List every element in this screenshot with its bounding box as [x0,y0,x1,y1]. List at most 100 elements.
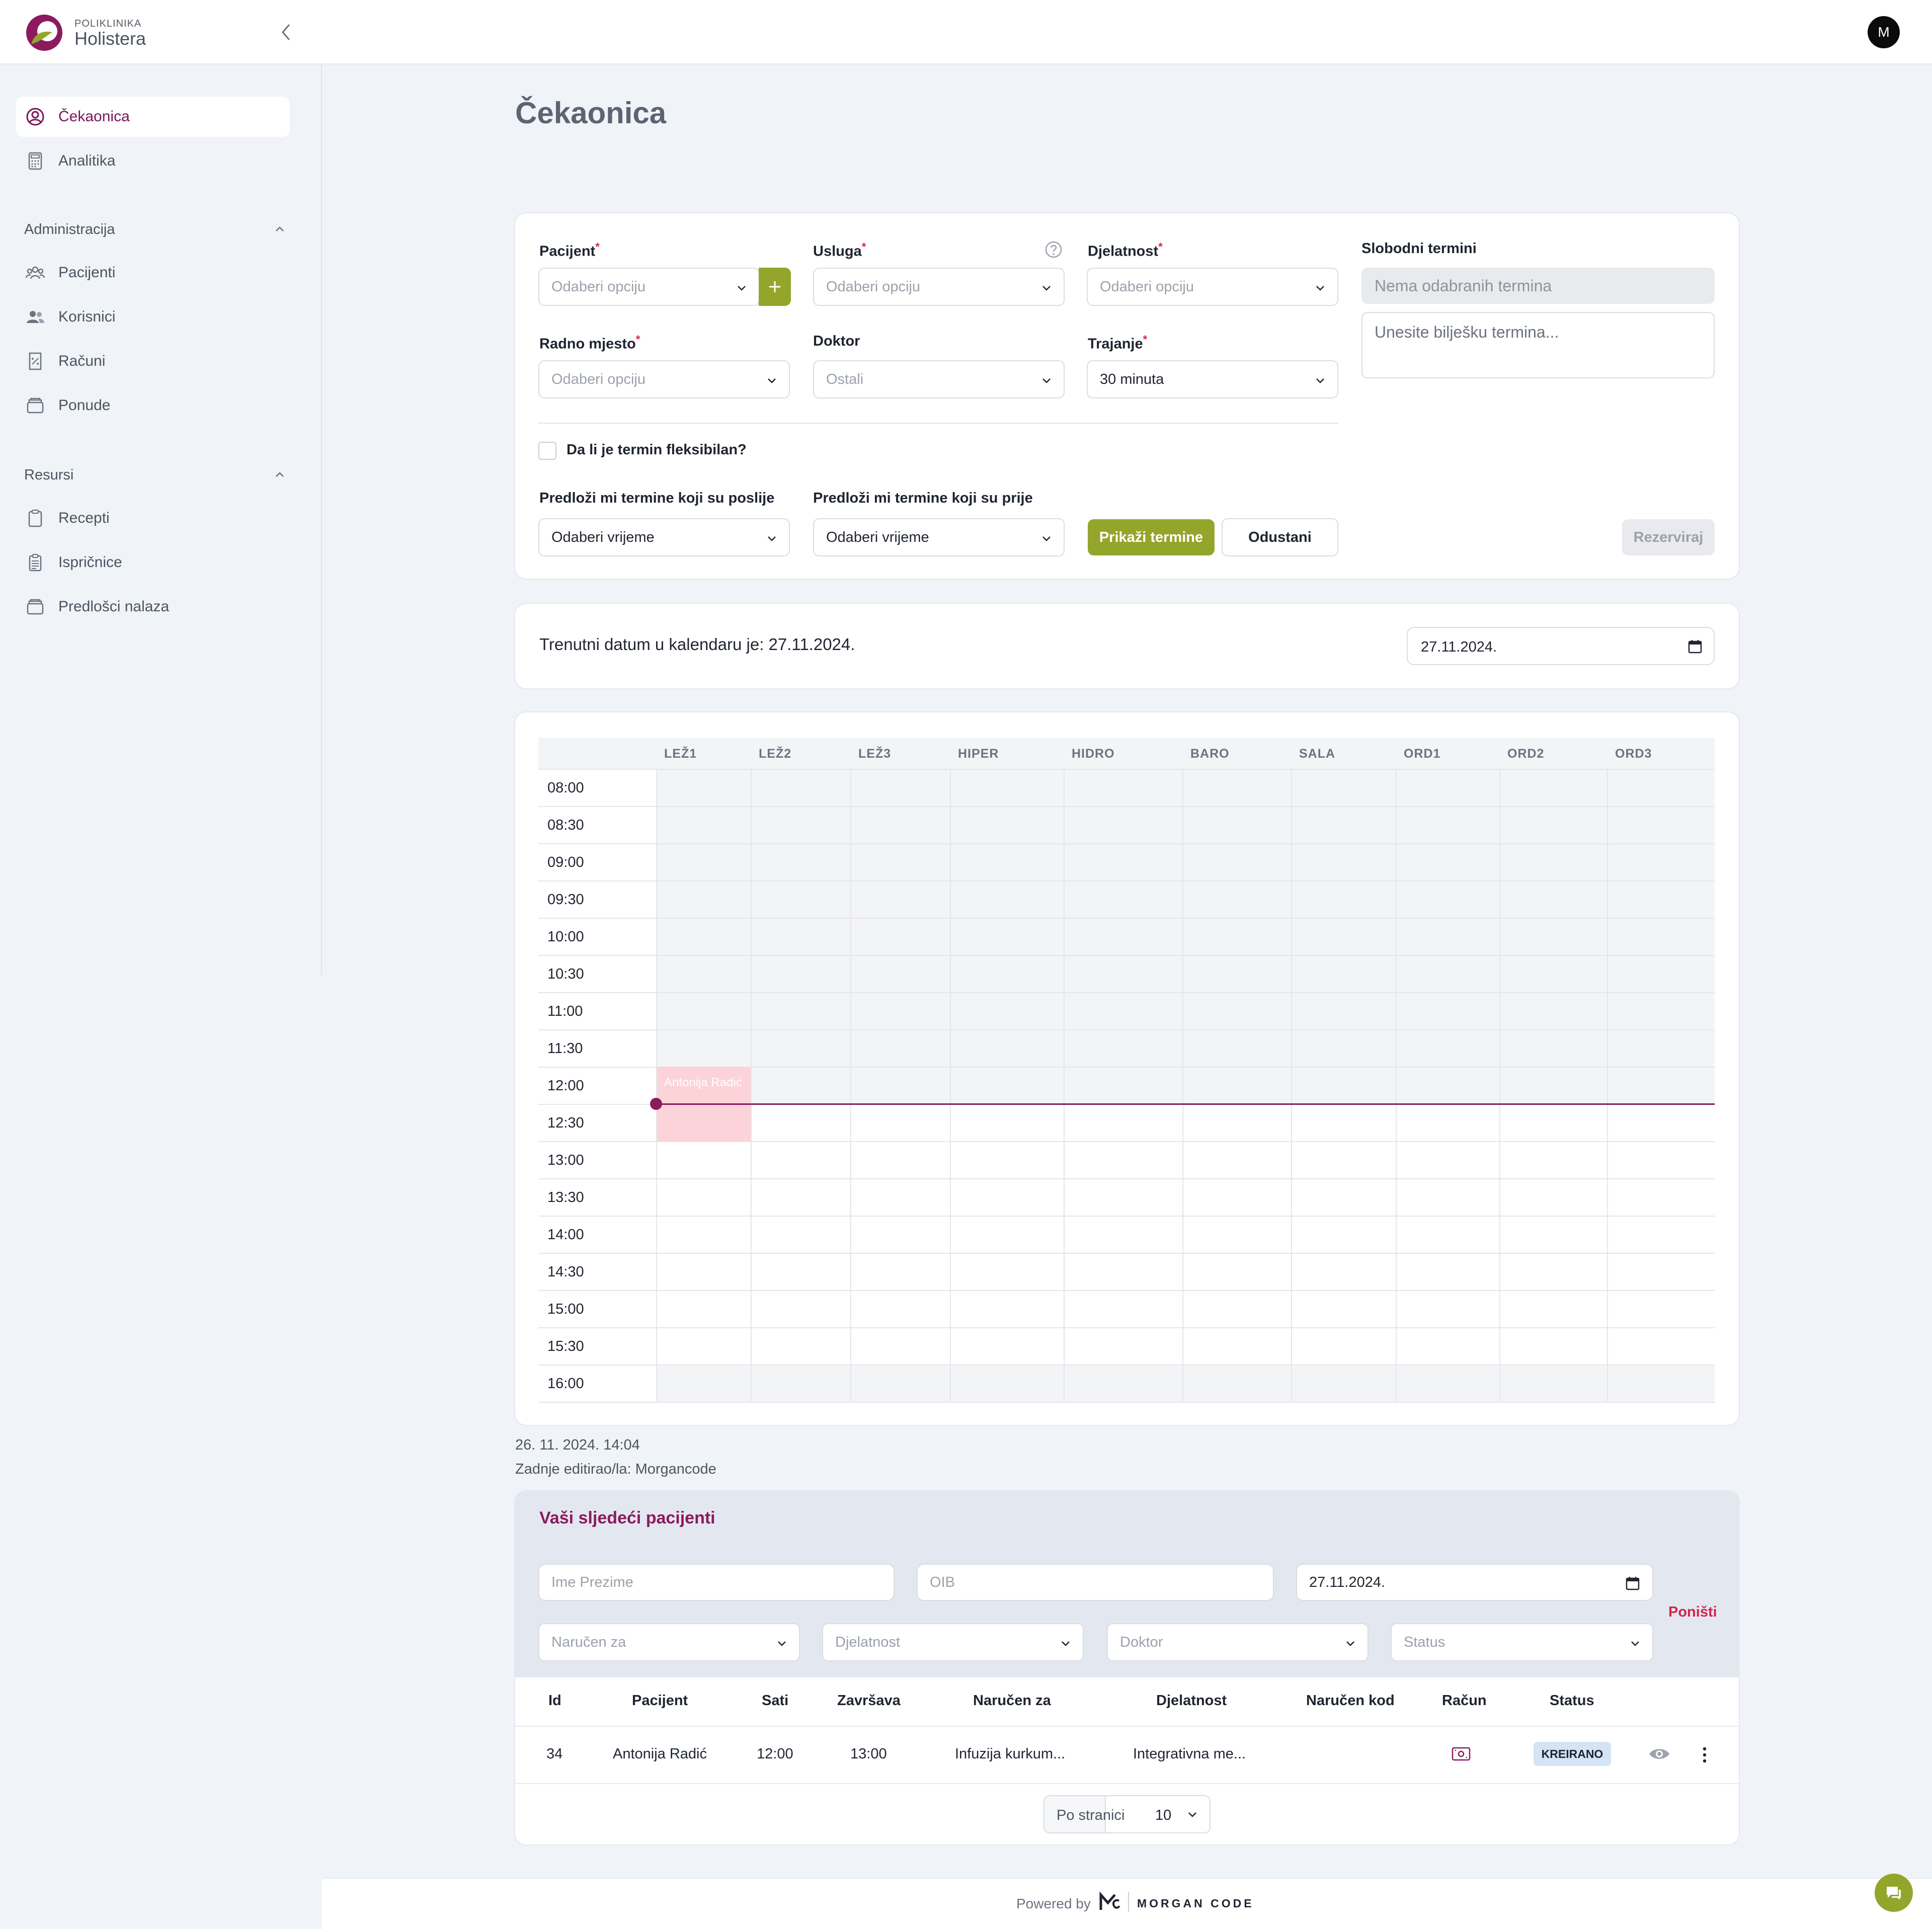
schedule-cell[interactable] [1607,1029,1715,1067]
schedule-cell[interactable] [1499,1067,1607,1104]
holistera-logo[interactable] [24,13,64,52]
schedule-cell[interactable] [1396,1253,1499,1290]
schedule-cell[interactable] [850,992,950,1029]
schedule-cell[interactable] [1396,806,1499,843]
schedule-cell[interactable] [1182,1178,1291,1216]
schedule-cell[interactable] [1064,955,1182,992]
eye-icon[interactable] [1648,1746,1670,1762]
schedule-cell[interactable] [1396,1364,1499,1402]
schedule-cell[interactable] [850,1029,950,1067]
name-filter-input[interactable]: Ime Prezime [538,1564,895,1601]
schedule-cell[interactable] [850,1178,950,1216]
schedule-cell[interactable] [1182,1104,1291,1141]
schedule-cell[interactable] [950,769,1064,806]
schedule-cell[interactable] [1396,1104,1499,1141]
schedule-cell[interactable] [656,769,751,806]
schedule-cell[interactable] [1607,1067,1715,1104]
schedule-cell[interactable] [1291,955,1396,992]
schedule-cell[interactable] [656,1327,751,1364]
schedule-cell[interactable] [1182,1253,1291,1290]
schedule-cell[interactable] [656,1364,751,1402]
invoice-icon[interactable] [1451,1745,1471,1763]
schedule-cell[interactable] [950,1067,1064,1104]
add-patient-button[interactable] [759,268,791,306]
schedule-cell[interactable] [1182,843,1291,880]
reset-filters-link[interactable]: Poništi [1668,1604,1717,1620]
schedule-cell[interactable] [1396,918,1499,955]
schedule-cell[interactable] [1396,1067,1499,1104]
schedule-cell[interactable] [1291,1029,1396,1067]
patient-select[interactable]: Odaberi opciju [538,268,760,306]
schedule-cell[interactable] [751,992,850,1029]
schedule-cell[interactable] [1396,1290,1499,1327]
schedule-cell[interactable] [950,992,1064,1029]
schedule-cell[interactable] [1291,992,1396,1029]
schedule-cell[interactable] [751,806,850,843]
schedule-cell[interactable] [850,769,950,806]
schedule-cell[interactable] [1499,992,1607,1029]
schedule-cell[interactable] [1182,1029,1291,1067]
schedule-cell[interactable] [1607,992,1715,1029]
schedule-cell[interactable] [1064,1141,1182,1178]
service-select[interactable]: Odaberi opciju [813,268,1065,306]
ordered-for-filter[interactable]: Naručen za [538,1623,800,1661]
schedule-cell[interactable] [1607,769,1715,806]
schedule-cell[interactable] [1291,1290,1396,1327]
schedule-cell[interactable] [1064,843,1182,880]
schedule-cell[interactable] [1499,1104,1607,1141]
schedule-cell[interactable] [1607,955,1715,992]
sidebar-item-predlosci-nalaza[interactable]: Predlošci nalaza [16,587,290,627]
schedule-cell[interactable] [1291,769,1396,806]
sidebar-section-resursi[interactable]: Resursi [24,465,286,485]
schedule-cell[interactable] [751,769,850,806]
schedule-cell[interactable] [950,1104,1064,1141]
schedule-cell[interactable] [950,1327,1064,1364]
schedule-cell[interactable] [751,1029,850,1067]
schedule-cell[interactable] [1607,918,1715,955]
sidebar-item-pacijenti[interactable]: Pacijenti [16,253,290,293]
schedule-cell[interactable] [950,806,1064,843]
page-size-select[interactable]: 10 [1147,1796,1211,1832]
schedule-cell[interactable] [1182,955,1291,992]
chevron-up-icon[interactable] [274,469,286,481]
schedule-cell[interactable] [656,1029,751,1067]
schedule-cell[interactable] [1182,1327,1291,1364]
schedule-cell[interactable] [1182,1364,1291,1402]
sidebar-item-racuni[interactable]: Računi [16,341,290,381]
schedule-cell[interactable] [850,1290,950,1327]
schedule-cell[interactable] [1396,880,1499,918]
schedule-cell[interactable] [1064,1290,1182,1327]
schedule-cell[interactable] [751,1253,850,1290]
schedule-cell[interactable] [751,1327,850,1364]
more-options-icon[interactable] [1699,1745,1711,1765]
schedule-cell[interactable] [1396,769,1499,806]
schedule-cell[interactable] [850,1141,950,1178]
suggest-before-select[interactable]: Odaberi vrijeme [813,518,1065,556]
schedule-cell[interactable] [950,880,1064,918]
schedule-cell[interactable] [751,1104,850,1141]
schedule-cell[interactable] [1064,1178,1182,1216]
schedule-cell[interactable] [1499,1029,1607,1067]
schedule-cell[interactable] [950,1290,1064,1327]
reserve-button[interactable]: Rezerviraj [1622,519,1715,555]
schedule-cell[interactable] [751,880,850,918]
sidebar-section-administracija[interactable]: Administracija [24,219,286,239]
schedule-cell[interactable] [850,1216,950,1253]
schedule-cell[interactable] [950,1253,1064,1290]
schedule-cell[interactable] [1182,918,1291,955]
sidebar-item-ispricnice[interactable]: Ispričnice [16,542,290,583]
activity-select[interactable]: Odaberi opciju [1087,268,1338,306]
schedule-cell[interactable] [751,843,850,880]
schedule-cell[interactable] [1499,1327,1607,1364]
schedule-cell[interactable] [1064,1104,1182,1141]
schedule-cell[interactable] [1064,769,1182,806]
schedule-cell[interactable] [1064,1327,1182,1364]
schedule-cell[interactable] [1499,769,1607,806]
schedule-cell[interactable] [1499,880,1607,918]
chevron-up-icon[interactable] [274,223,286,235]
schedule-cell[interactable] [1499,806,1607,843]
schedule-cell[interactable] [656,1216,751,1253]
sidebar-item-cekaonica[interactable]: Čekaonica [16,97,290,137]
schedule-cell[interactable] [1291,1067,1396,1104]
schedule-cell[interactable] [1607,1290,1715,1327]
